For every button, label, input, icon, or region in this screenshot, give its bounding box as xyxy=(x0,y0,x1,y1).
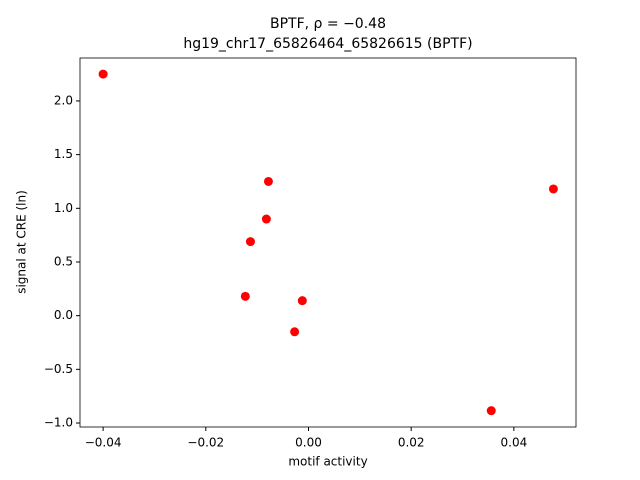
y-tick-label: 0.0 xyxy=(54,308,73,322)
point xyxy=(290,327,300,337)
y-tick-label: −0.5 xyxy=(44,362,73,376)
x-tick-label: −0.04 xyxy=(85,436,122,450)
x-tick-label: 0.04 xyxy=(501,436,528,450)
y-tick-label: −1.0 xyxy=(44,416,73,430)
chart-title: BPTF, ρ = −0.48 xyxy=(270,16,386,32)
x-tick-label: 0.02 xyxy=(398,436,425,450)
x-tick-label: 0.00 xyxy=(295,436,322,450)
y-tick-label: 1.0 xyxy=(54,201,73,215)
point xyxy=(263,176,273,186)
y-tick-label: 1.5 xyxy=(54,147,73,161)
y-tick-label: 0.5 xyxy=(54,254,73,268)
point xyxy=(297,296,307,306)
point xyxy=(245,237,255,247)
point xyxy=(486,406,496,416)
point xyxy=(98,69,108,79)
point xyxy=(548,184,558,194)
x-axis-label: motif activity xyxy=(288,455,367,469)
point xyxy=(240,291,250,301)
plot-frame xyxy=(79,57,577,428)
point xyxy=(261,214,271,224)
y-axis-label: signal at CRE (ln) xyxy=(15,190,29,294)
y-tick-label: 2.0 xyxy=(54,93,73,107)
chart-subtitle: hg19_chr17_65826464_65826615 (BPTF) xyxy=(183,36,472,52)
x-tick-label: −0.02 xyxy=(187,436,224,450)
